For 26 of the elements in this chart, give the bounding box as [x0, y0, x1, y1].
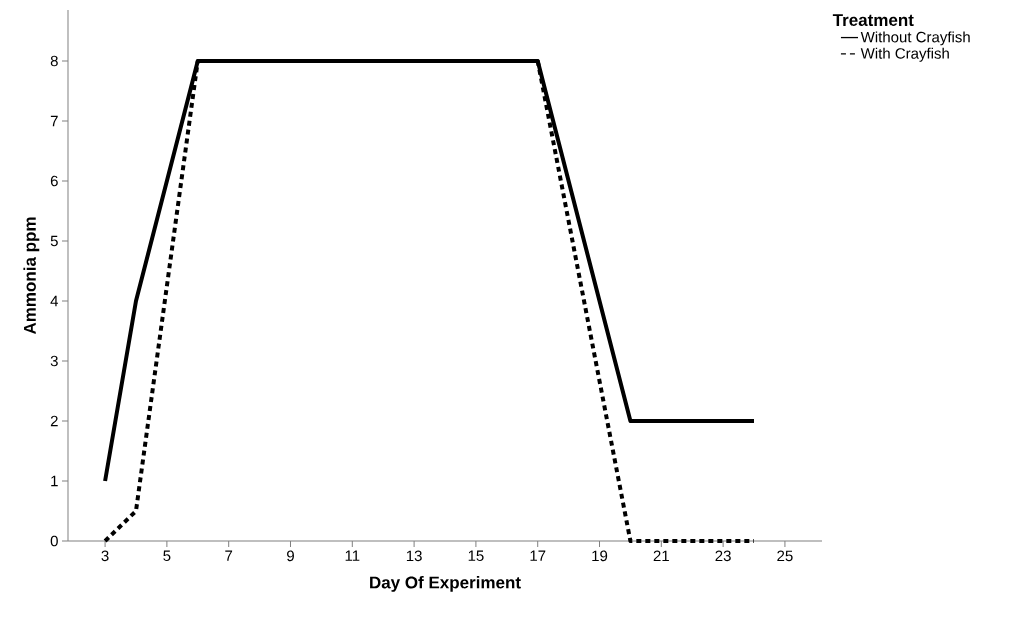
x-tick-label: 17	[530, 550, 546, 561]
legend-title: Treatment	[832, 14, 914, 27]
y-tick-label: 4	[50, 295, 59, 307]
y-tick-label: 8	[50, 55, 58, 67]
x-tick-label: 11	[345, 550, 360, 561]
y-tick-label: 0	[50, 535, 58, 547]
y-tick-label: 2	[50, 415, 58, 427]
x-tick-label: 15	[468, 550, 484, 561]
x-tick-label: 23	[715, 550, 731, 562]
x-tick-label: 5	[163, 550, 171, 561]
y-tick-label: 3	[50, 355, 58, 367]
x-tick-label: 3	[101, 550, 109, 562]
x-tick-label: 13	[406, 550, 422, 562]
y-tick-label: 5	[50, 235, 58, 247]
legend-label: With Crayfish	[860, 47, 949, 62]
x-tick-label: 9	[287, 550, 294, 562]
x-tick-label: 25	[777, 550, 793, 562]
y-tick-label: 7	[50, 115, 58, 127]
x-tick-label: 19	[592, 550, 608, 562]
y-tick-label: 6	[50, 175, 58, 187]
y-axis-title: Ammonia ppm	[23, 217, 40, 335]
x-axis-title: Day Of Experiment	[370, 576, 521, 592]
legend-label: Without Crayfish	[860, 31, 970, 46]
x-tick-label: 21	[653, 550, 669, 562]
x-tick-label: 7	[225, 550, 233, 561]
y-tick-label: 1	[51, 475, 58, 487]
